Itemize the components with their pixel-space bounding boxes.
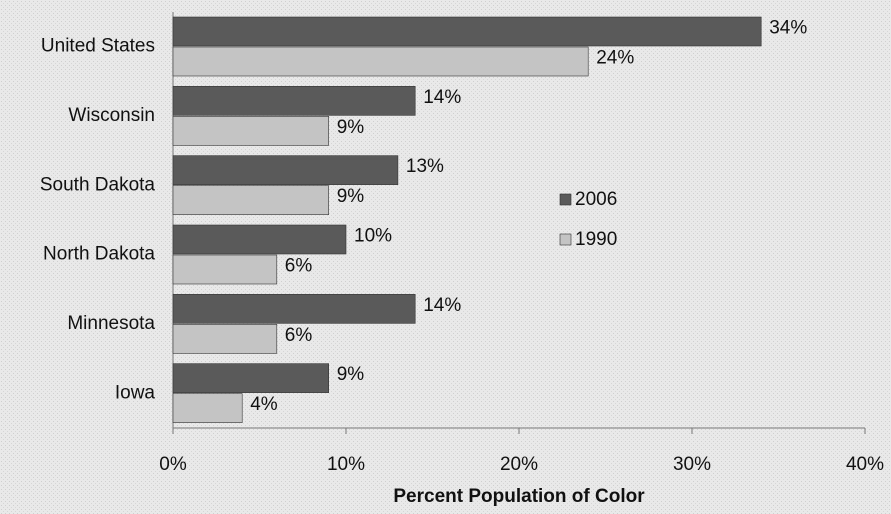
legend-label: 2006 [575, 189, 617, 210]
value-label: 6% [285, 256, 313, 277]
legend-swatch [559, 233, 572, 246]
y-tick-label: Wisconsin [68, 105, 155, 126]
bar [172, 185, 329, 215]
x-tick-label: 20% [500, 454, 538, 475]
bar [172, 155, 399, 185]
x-tick-label: 40% [846, 454, 884, 475]
y-tick-label: United States [41, 36, 155, 57]
value-label: 34% [769, 18, 807, 39]
bar [172, 46, 589, 77]
bar [172, 86, 416, 116]
value-label: 9% [337, 186, 365, 207]
value-label: 10% [354, 226, 392, 247]
value-label: 6% [285, 325, 313, 346]
x-axis-title: Percent Population of Color [393, 486, 645, 507]
value-label: 9% [337, 117, 365, 138]
value-label: 9% [337, 364, 365, 385]
value-label: 13% [406, 156, 444, 177]
y-tick-label: Minnesota [67, 313, 155, 334]
bar [172, 363, 329, 393]
value-label: 14% [423, 295, 461, 316]
x-tick-label: 0% [159, 454, 187, 475]
y-tick-label: South Dakota [40, 174, 156, 195]
bar [172, 294, 416, 324]
bar [172, 254, 278, 285]
y-tick-label: North Dakota [43, 244, 155, 265]
value-label: 14% [423, 87, 461, 108]
legend-label: 1990 [575, 229, 617, 250]
bar [172, 116, 329, 146]
bar [172, 393, 243, 423]
y-tick-label: Iowa [115, 382, 156, 403]
value-label: 4% [250, 394, 278, 415]
bar [172, 16, 762, 47]
x-tick-label: 10% [327, 454, 365, 475]
legend-swatch [559, 193, 572, 206]
value-label: 24% [596, 48, 634, 69]
bar [172, 224, 347, 255]
x-tick-label: 30% [673, 454, 711, 475]
bar [172, 324, 278, 354]
